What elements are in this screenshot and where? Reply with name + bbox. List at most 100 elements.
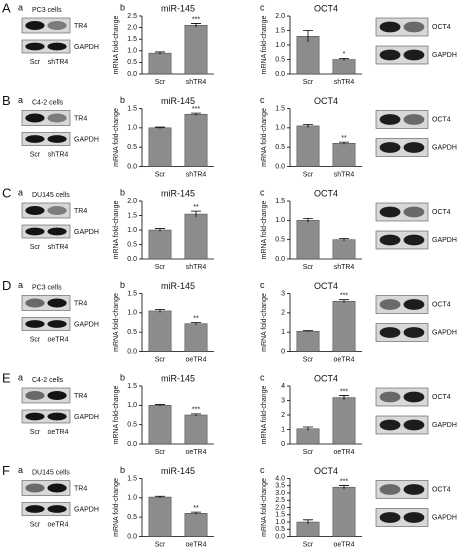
band-label: TR4 (74, 485, 87, 492)
lane-label: shTR4 (48, 244, 69, 251)
lane-label: Scr (30, 59, 41, 66)
blot-band (25, 320, 45, 328)
blot-band (403, 512, 425, 523)
blot-band (379, 49, 401, 61)
lane-label: oeTR4 (47, 521, 68, 528)
y-axis-label: mRNA fold-change (113, 293, 120, 352)
band-label: GAPDH (74, 506, 99, 513)
y-tick-label: 1.0 (275, 125, 285, 132)
cell-line: C4-2 cells (32, 99, 64, 106)
panel-label: b (120, 465, 125, 475)
y-tick-label: 1.0 (275, 217, 285, 224)
chart-title: miR-145 (161, 188, 195, 198)
panel-label: a (18, 95, 23, 105)
y-tick-label: 1.0 (127, 125, 137, 132)
panel-label: b (120, 2, 125, 12)
error-bar (303, 426, 313, 431)
blot-band (379, 327, 401, 338)
bar (184, 25, 208, 75)
x-tick-label: shTR4 (334, 79, 355, 86)
blot-band (379, 206, 401, 218)
blot-band (47, 505, 67, 513)
y-tick-label: 1.0 (127, 48, 137, 55)
y-tick-label: 1.5 (127, 290, 137, 297)
lane-label: shTR4 (48, 59, 69, 66)
y-tick-label: 1.5 (275, 27, 285, 34)
x-tick-label: Scr (303, 264, 314, 271)
significance: *** (192, 106, 200, 113)
x-tick-label: Scr (155, 541, 166, 548)
y-tick-label: 0 (281, 348, 285, 355)
bar (184, 213, 208, 260)
y-axis-label: mRNA fold-change (113, 16, 120, 75)
panel-label: a (18, 187, 23, 197)
y-tick-label: 1.0 (127, 495, 137, 502)
bar (184, 513, 208, 537)
band-label: TR4 (74, 23, 87, 30)
lane-label: Scr (30, 429, 41, 436)
blot-band (47, 206, 67, 215)
y-tick-label: 4 (281, 383, 285, 390)
x-tick-label: oeTR4 (333, 449, 354, 456)
bar (296, 125, 320, 167)
row-letter: A (2, 0, 11, 15)
band-label: OCT4 (432, 301, 451, 308)
row-letter: D (2, 278, 11, 293)
band-label: TR4 (74, 300, 87, 307)
bar (296, 220, 320, 260)
y-tick-label: 1.0 (127, 227, 137, 234)
blot-band (25, 505, 45, 513)
blot-band (25, 298, 45, 308)
bar (148, 229, 172, 260)
y-tick-label: 2.0 (127, 24, 137, 31)
panel-label: c (260, 280, 265, 290)
blot-band (47, 42, 67, 51)
blot-band (47, 113, 67, 123)
chart-title: miR-145 (161, 3, 195, 13)
bar (332, 143, 356, 167)
y-tick-label: 2.5 (127, 13, 137, 20)
error-bar (191, 112, 201, 116)
error-bar (303, 519, 313, 525)
band-label: GAPDH (74, 136, 99, 143)
chart-title: OCT4 (314, 96, 338, 106)
blot-band (379, 299, 401, 310)
band-label: GAPDH (432, 237, 457, 244)
y-axis-label: mRNA fold-change (261, 293, 268, 352)
y-tick-label: 0.5 (127, 59, 137, 66)
band-label: GAPDH (432, 52, 457, 59)
bar (332, 59, 356, 75)
y-tick-label: 1.5 (275, 512, 285, 519)
x-tick-label: Scr (155, 79, 166, 86)
band-label: GAPDH (432, 514, 457, 521)
bar (332, 239, 356, 260)
y-tick-label: 2 (281, 310, 285, 317)
error-bar (339, 299, 349, 303)
y-tick-label: 2.0 (275, 13, 285, 20)
significance: ** (193, 204, 199, 211)
x-tick-label: oeTR4 (333, 541, 354, 548)
x-tick-label: oeTR4 (185, 356, 206, 363)
cell-line: DU145 cells (32, 192, 70, 199)
blot-band (47, 320, 67, 328)
x-tick-label: shTR4 (186, 171, 207, 178)
error-bar (303, 123, 313, 128)
panel-label: a (18, 465, 23, 475)
bar (148, 405, 172, 445)
error-bar (155, 308, 165, 313)
blot-band (379, 419, 401, 431)
bar (148, 496, 172, 537)
panel-label: a (18, 2, 23, 12)
x-tick-label: Scr (303, 541, 314, 548)
y-tick-label: 3 (281, 290, 285, 297)
panel-label: b (120, 187, 125, 197)
y-tick-label: 0 (281, 441, 285, 448)
band-label: TR4 (74, 115, 87, 122)
band-label: GAPDH (432, 144, 457, 151)
blot-band (25, 42, 45, 51)
bar (332, 300, 356, 352)
x-tick-label: Scr (303, 79, 314, 86)
y-axis-label: mRNA fold-change (113, 478, 120, 537)
